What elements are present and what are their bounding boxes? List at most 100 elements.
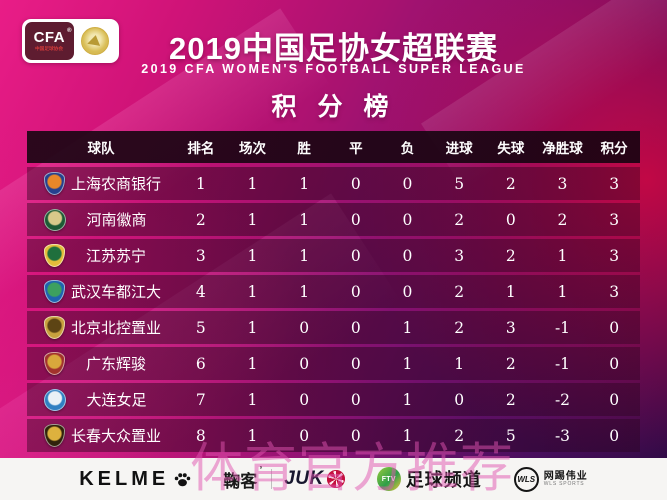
stat-cell: 0 bbox=[609, 426, 620, 445]
column-header: 排名 bbox=[187, 141, 215, 156]
stat-cell: 1 bbox=[402, 354, 413, 373]
stat-cell: -2 bbox=[554, 390, 571, 409]
stat-cell: 4 bbox=[195, 282, 206, 301]
ftv-logo-icon: FTV bbox=[376, 467, 401, 491]
juke-cn-text: 鞠客 bbox=[223, 471, 258, 491]
wls-logo-icon: WLS bbox=[513, 466, 539, 492]
stat-cell: 3 bbox=[505, 318, 516, 337]
column-header: 积分 bbox=[600, 141, 628, 156]
sponsor-juke: 鞠客 ’ JUK bbox=[223, 465, 345, 492]
stat-cell: 0 bbox=[402, 174, 413, 193]
stat-cell: 0 bbox=[402, 246, 413, 265]
juke-quote-mark: ’ bbox=[259, 464, 263, 476]
page-title: 2019中国足协女超联赛 bbox=[169, 31, 498, 66]
football-channel-wordmark: 足球频道 bbox=[405, 470, 482, 490]
wls-en-text: WLS SPORTS bbox=[543, 480, 585, 487]
stat-cell: 5 bbox=[195, 318, 206, 337]
cfa-acronym: CFA ® bbox=[34, 28, 72, 45]
stat-cell: 0 bbox=[350, 210, 361, 229]
stat-cell: 0 bbox=[299, 354, 310, 373]
stat-cell: 2 bbox=[195, 210, 206, 229]
team-name: 北京北控置业 bbox=[70, 320, 161, 337]
stat-cell: 2 bbox=[505, 174, 516, 193]
team-cell: 北京北控置业 bbox=[27, 311, 175, 344]
stat-cell: 2 bbox=[505, 246, 516, 265]
team-badge-icon bbox=[44, 352, 65, 375]
stat-cell: 0 bbox=[299, 390, 310, 409]
juke-chinese-wordmark: 鞠客 ’ bbox=[223, 465, 262, 492]
kelme-wordmark: KELME bbox=[79, 467, 170, 490]
cfa-logo-right-panel bbox=[74, 22, 116, 60]
stat-cell: 0 bbox=[454, 390, 465, 409]
column-header: 球队 bbox=[87, 141, 115, 156]
table-row: 北京北控置业 5 1 0 0 1 2 3 -1 0 bbox=[27, 311, 640, 344]
standings-table: 球队 排名 场次 胜 平 负 进球 失球 净胜球 积分 上海农商银行 1 1 1 0 0 5 2 3 3 河南徽商 2 1… bbox=[27, 131, 640, 455]
stat-cell: 0 bbox=[609, 390, 620, 409]
stat-cell: 2 bbox=[454, 210, 465, 229]
stat-cell: 0 bbox=[350, 246, 361, 265]
stat-cell: 0 bbox=[350, 390, 361, 409]
stat-cell: 1 bbox=[247, 426, 258, 445]
stat-cell: 5 bbox=[454, 174, 465, 193]
juke-latin-wordmark: JUK bbox=[284, 468, 324, 489]
stat-cell: 8 bbox=[195, 426, 206, 445]
stat-cell: 1 bbox=[247, 210, 258, 229]
stat-cell: 3 bbox=[557, 174, 568, 193]
table-row: 河南徽商 2 1 1 0 0 2 0 2 3 bbox=[27, 203, 640, 236]
stat-cell: 1 bbox=[247, 174, 258, 193]
column-header: 平 bbox=[349, 141, 363, 156]
table-row: 武汉车都江大 4 1 1 0 0 2 1 1 3 bbox=[27, 275, 640, 308]
section-title: 积 分 榜 bbox=[271, 93, 396, 121]
registered-mark: ® bbox=[67, 28, 73, 34]
stat-cell: 2 bbox=[505, 354, 516, 373]
stat-cell: 0 bbox=[402, 210, 413, 229]
divider bbox=[271, 469, 273, 489]
cfa-org-name: 中国足球协会 bbox=[35, 46, 64, 52]
stat-cell: 0 bbox=[350, 174, 361, 193]
stat-cell: 3 bbox=[609, 246, 620, 265]
column-header: 场次 bbox=[238, 141, 266, 156]
team-name: 长春大众置业 bbox=[70, 428, 161, 445]
table-row: 江苏苏宁 3 1 1 0 0 3 2 1 3 bbox=[27, 239, 640, 272]
sponsor-wls: WLS 网踢伟业 WLS SPORTS bbox=[513, 466, 588, 492]
stat-cell: 1 bbox=[402, 390, 413, 409]
column-header: 负 bbox=[400, 141, 415, 156]
stat-cell: 2 bbox=[454, 318, 465, 337]
page-subtitle: 2019 CFA WOMEN'S FOOTBALL SUPER LEAGUE bbox=[141, 62, 526, 76]
team-name: 河南徽商 bbox=[86, 212, 147, 229]
wls-wordmark: 网踢伟业 WLS SPORTS bbox=[544, 471, 588, 488]
stat-cell: 1 bbox=[454, 354, 465, 373]
team-badge-icon bbox=[44, 244, 65, 267]
stat-cell: 3 bbox=[609, 174, 620, 193]
stat-cell: 1 bbox=[402, 426, 413, 445]
stat-cell: 3 bbox=[609, 210, 620, 229]
standings-rows: 上海农商银行 1 1 1 0 0 5 2 3 3 河南徽商 2 1 1 0 0 2 0 2 3 江苏苏宁 3 1 1 0 0 3 2 1… bbox=[27, 167, 640, 452]
stat-cell: 1 bbox=[247, 318, 258, 337]
team-cell: 上海农商银行 bbox=[27, 167, 175, 200]
stat-cell: 2 bbox=[454, 282, 465, 301]
team-name: 大连女足 bbox=[86, 392, 147, 409]
team-badge-icon bbox=[44, 280, 65, 303]
cfa-emblem-icon bbox=[80, 27, 109, 55]
stat-cell: 0 bbox=[505, 210, 516, 229]
juke-swirl-icon bbox=[326, 470, 345, 488]
stat-cell: 0 bbox=[299, 318, 310, 337]
column-header: 净胜球 bbox=[542, 141, 583, 156]
stat-cell: 1 bbox=[505, 282, 516, 301]
cfa-logo-left-panel: CFA ® 中国足球协会 bbox=[25, 22, 74, 60]
team-cell: 广东辉骏 bbox=[27, 347, 175, 380]
stat-cell: 1 bbox=[557, 282, 568, 301]
column-header: 胜 bbox=[297, 141, 311, 156]
stat-cell: 1 bbox=[299, 282, 310, 301]
team-name: 江苏苏宁 bbox=[85, 248, 146, 265]
stat-cell: 1 bbox=[557, 246, 568, 265]
team-badge-icon bbox=[44, 316, 65, 339]
stat-cell: 0 bbox=[609, 318, 620, 337]
stat-cell: 5 bbox=[505, 426, 516, 445]
stat-cell: 1 bbox=[299, 174, 310, 193]
table-row: 广东辉骏 6 1 0 0 1 1 2 -1 0 bbox=[27, 347, 640, 380]
sponsor-kelme: KELME bbox=[79, 468, 191, 491]
stat-cell: 0 bbox=[609, 354, 620, 373]
stat-cell: -1 bbox=[554, 354, 571, 373]
stat-cell: 0 bbox=[402, 282, 413, 301]
